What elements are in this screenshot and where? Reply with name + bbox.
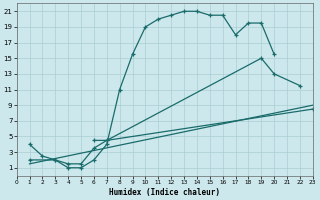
X-axis label: Humidex (Indice chaleur): Humidex (Indice chaleur) [109, 188, 220, 197]
